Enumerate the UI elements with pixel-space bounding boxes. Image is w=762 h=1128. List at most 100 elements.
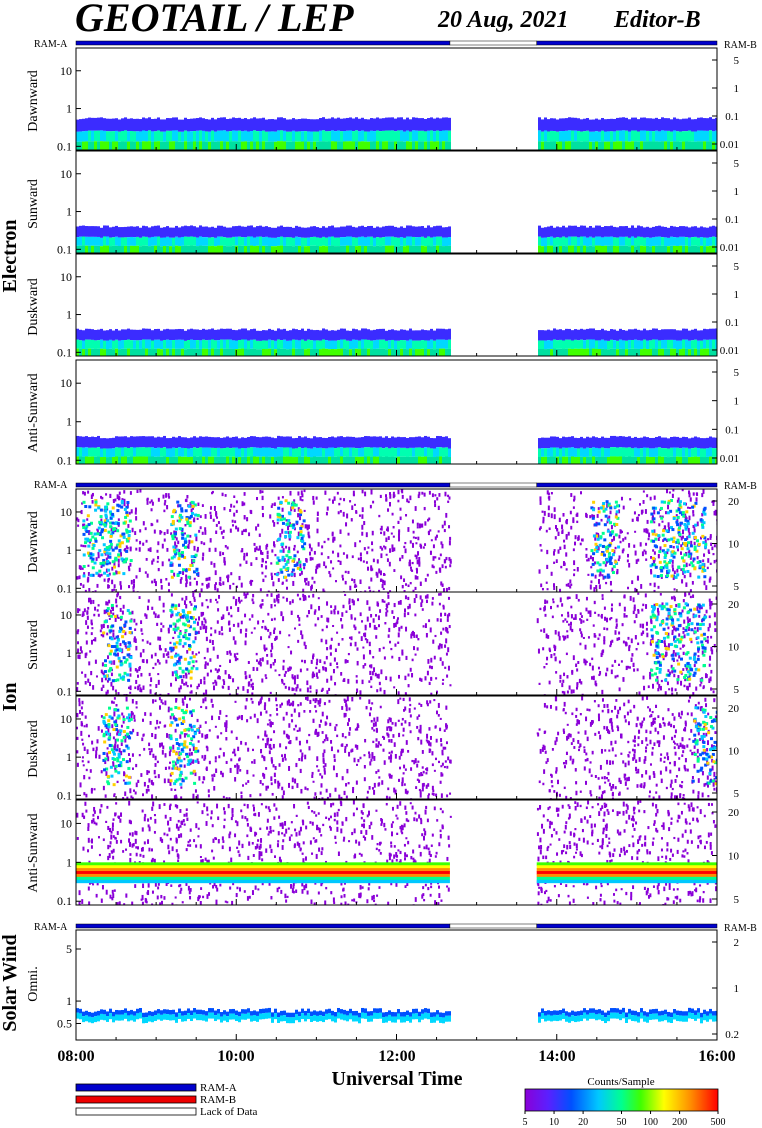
- noise-cell: [623, 594, 626, 599]
- noise-cell: [594, 611, 597, 614]
- noise-cell: [658, 653, 661, 658]
- noise-cell: [95, 675, 98, 678]
- spectro-cell: [226, 436, 229, 448]
- noise-cell: [430, 539, 433, 542]
- spectro-cell: [388, 456, 391, 464]
- noise-cell: [214, 547, 217, 552]
- noise-cell: [185, 582, 188, 588]
- spectro-cell: [598, 245, 601, 253]
- spectro-cell: [676, 227, 679, 238]
- noise-cell: [681, 489, 684, 492]
- spectro-cell: [445, 436, 448, 448]
- spectro-cell: [250, 456, 253, 464]
- spectro-cell: [550, 118, 553, 131]
- spectro-cell: [130, 348, 133, 356]
- spectro-cell: [583, 448, 586, 458]
- noise-cell: [369, 664, 372, 668]
- spectro-cell: [145, 339, 148, 349]
- noise-cell: [362, 560, 365, 563]
- spectro-cell: [154, 225, 157, 237]
- noise-cell: [130, 579, 133, 585]
- noise-cell: [543, 510, 546, 516]
- spectro-cell: [160, 349, 163, 356]
- noise-cell: [241, 501, 244, 507]
- spectro-cell: [340, 118, 343, 132]
- spectro-cell: [298, 329, 301, 341]
- noise-cell: [666, 489, 669, 494]
- spectro-cell: [166, 339, 169, 349]
- burst-cell: [109, 534, 113, 538]
- noise-cell: [297, 491, 300, 496]
- noise-cell: [80, 544, 83, 547]
- spectro-cell: [427, 340, 430, 350]
- spectro-cell: [550, 141, 553, 150]
- spectro-cell: [364, 436, 367, 448]
- noise-cell: [618, 509, 621, 514]
- spectro-cell: [145, 348, 148, 356]
- spectro-cell: [133, 237, 136, 246]
- burst-cell: [590, 573, 594, 577]
- noise-cell: [440, 612, 443, 617]
- spectro-cell: [229, 141, 232, 150]
- spectro-cell: [124, 456, 127, 464]
- spectro-cell: [439, 348, 442, 356]
- spectro-cell: [226, 227, 229, 238]
- noise-cell: [542, 516, 545, 522]
- burst-cell: [663, 544, 667, 548]
- noise-cell: [693, 528, 696, 533]
- spectro-cell: [175, 348, 178, 356]
- noise-cell: [303, 566, 306, 570]
- spectro-cell: [115, 141, 118, 150]
- spectro-cell: [316, 340, 319, 349]
- spectro-cell: [442, 246, 445, 253]
- noise-cell: [204, 621, 207, 624]
- noise-cell: [88, 661, 91, 666]
- noise-cell: [222, 536, 225, 539]
- noise-cell: [681, 579, 684, 584]
- spectro-cell: [106, 141, 109, 150]
- burst-cell: [107, 568, 111, 572]
- spectro-cell: [199, 348, 202, 356]
- noise-cell: [289, 490, 292, 496]
- burst-cell: [663, 500, 667, 504]
- noise-cell: [353, 585, 356, 588]
- spectro-cell: [613, 226, 616, 238]
- noise-cell: [351, 555, 354, 559]
- spectro-cell: [661, 348, 664, 356]
- noise-cell: [682, 627, 685, 630]
- noise-cell: [222, 581, 225, 586]
- spectro-cell: [574, 437, 577, 449]
- spectro-cell: [442, 328, 445, 340]
- spectro-cell: [676, 436, 679, 448]
- noise-cell: [302, 588, 305, 592]
- spectro-cell: [112, 448, 115, 457]
- spectro-cell: [580, 447, 583, 457]
- noise-cell: [430, 692, 433, 695]
- burst-cell: [196, 572, 200, 576]
- spectro-cell: [196, 246, 199, 253]
- spectro-cell: [316, 141, 319, 150]
- spectro-cell: [313, 456, 316, 464]
- burst-cell: [616, 516, 620, 520]
- spectro-cell: [178, 227, 181, 238]
- noise-cell: [135, 539, 138, 542]
- noise-cell: [405, 514, 408, 517]
- spectro-cell: [640, 236, 643, 246]
- noise-cell: [618, 687, 621, 692]
- spectro-cell: [589, 245, 592, 253]
- noise-cell: [87, 606, 90, 610]
- burst-cell: [602, 561, 606, 565]
- noise-cell: [361, 524, 364, 530]
- noise-cell: [113, 588, 116, 591]
- spectro-cell: [331, 141, 334, 150]
- noise-cell: [135, 575, 138, 579]
- spectro-cell: [403, 348, 406, 356]
- spectro-cell: [133, 447, 136, 457]
- y2-tick-label: 0.1: [725, 111, 739, 123]
- noise-cell: [613, 535, 616, 541]
- burst-cell: [660, 516, 664, 520]
- burst-cell: [107, 548, 111, 552]
- noise-cell: [96, 528, 99, 531]
- spectro-cell: [670, 131, 673, 142]
- noise-cell: [238, 601, 241, 604]
